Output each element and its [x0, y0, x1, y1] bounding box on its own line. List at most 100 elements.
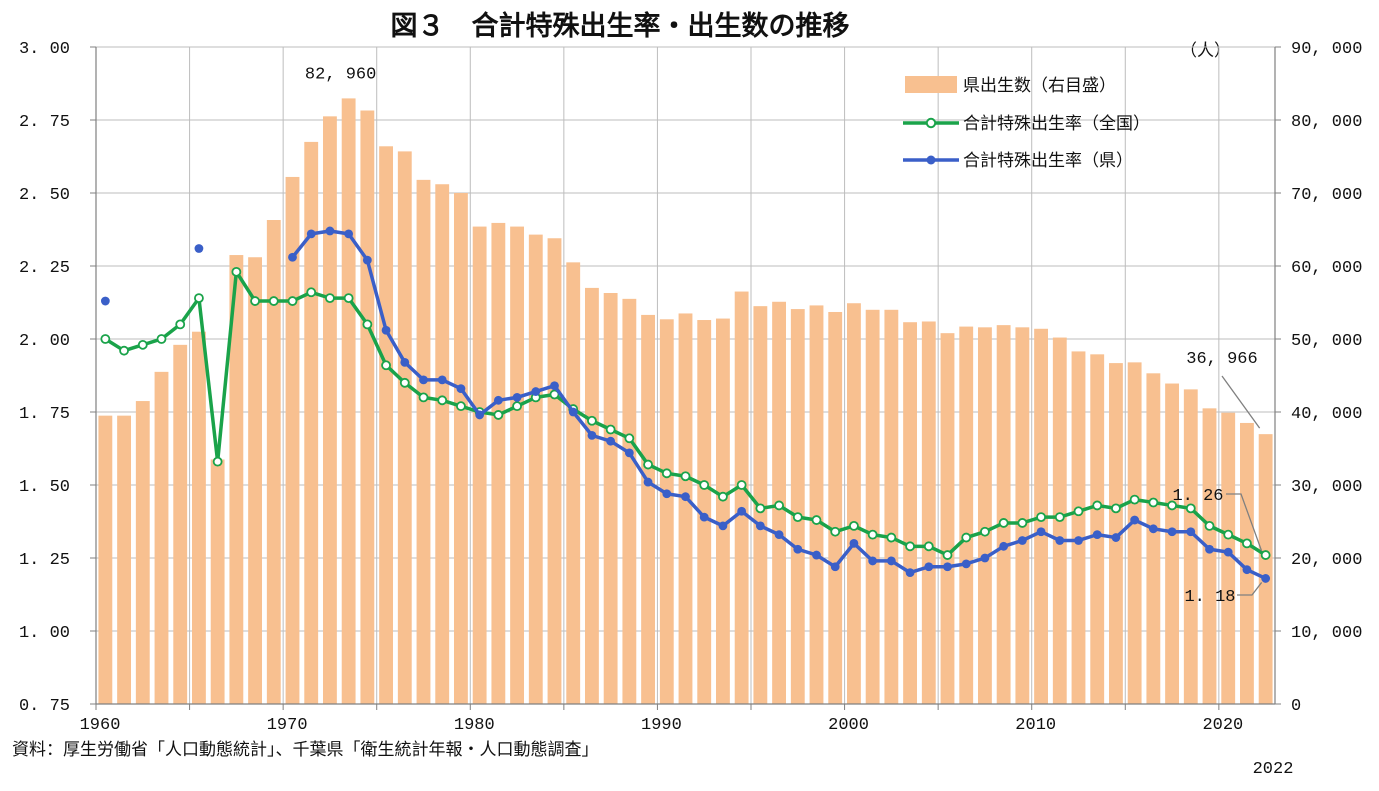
point-1965 — [194, 293, 204, 304]
point-1960 — [100, 296, 110, 306]
point-1992 — [699, 480, 710, 490]
point-2019 — [1205, 544, 1214, 554]
point-2012 — [1074, 536, 1083, 545]
point-1990 — [662, 489, 672, 499]
point-2011 — [1054, 512, 1065, 523]
bar-2008 — [996, 325, 1011, 704]
bar-2009 — [1015, 327, 1030, 704]
point-1972 — [325, 293, 335, 304]
x-tick-label: 1980 — [454, 716, 495, 735]
legend-label-bar: 県出生数（右目盛） — [963, 76, 1116, 96]
point-2022 — [1260, 550, 1271, 560]
bar-1970 — [285, 176, 300, 704]
leader-births — [1221, 375, 1261, 429]
point-1973 — [343, 293, 354, 304]
point-2014 — [1111, 533, 1121, 542]
point-2018 — [1185, 503, 1196, 514]
point-2001 — [867, 529, 878, 540]
point-1975 — [381, 360, 391, 371]
point-1963 — [156, 334, 167, 344]
bar-2018 — [1183, 389, 1198, 704]
point-2006 — [961, 532, 972, 543]
source-note: 資料：厚生労働省「人口動態統計」、千葉県「衛生統計年報・人口動態調査」 — [12, 740, 599, 760]
point-1997 — [793, 544, 803, 554]
leader-prefecture — [1237, 582, 1263, 596]
point-1971 — [306, 229, 316, 239]
point-1986 — [587, 415, 597, 426]
right-tick-label: 90, 000 — [1291, 40, 1362, 59]
point-1987 — [606, 436, 616, 446]
point-1965 — [194, 244, 204, 253]
bar-1998 — [809, 305, 824, 704]
point-1969 — [268, 296, 279, 306]
bar-1967 — [229, 255, 244, 705]
line-series-1 — [100, 226, 1271, 583]
point-2015 — [1129, 494, 1140, 505]
bar-1971 — [304, 141, 319, 704]
point-1977 — [418, 392, 429, 403]
right-tick-label: 70, 000 — [1291, 186, 1362, 205]
point-1974 — [362, 255, 372, 265]
bar-2013 — [1090, 354, 1105, 704]
x-extra-label: 2022 — [1253, 760, 1294, 779]
point-2020 — [1223, 529, 1234, 540]
anno-latest-births: 36, 966 — [1186, 350, 1257, 369]
right-axis-unit: （人） — [1180, 41, 1231, 62]
right-tick-label: 60, 000 — [1291, 259, 1362, 278]
point-1997 — [792, 512, 803, 523]
point-2012 — [1073, 506, 1084, 517]
point-1985 — [568, 407, 578, 417]
point-1981 — [493, 410, 504, 420]
bar-1980 — [472, 226, 487, 704]
point-1994 — [737, 506, 747, 516]
x-tick-label: 2020 — [1202, 716, 1243, 735]
point-2000 — [849, 539, 859, 548]
point-1988 — [624, 448, 634, 458]
point-2010 — [1036, 527, 1046, 537]
chart-title: 図３ 合計特殊出生率・出生数の推移 — [391, 10, 850, 42]
bar-1978 — [435, 184, 450, 705]
point-2013 — [1092, 500, 1103, 511]
bar-1982 — [510, 226, 524, 704]
bar-1962 — [135, 401, 150, 704]
point-2010 — [1036, 512, 1046, 523]
legend-marker-prefecture — [926, 155, 936, 165]
bar-2012 — [1071, 351, 1086, 704]
point-2020 — [1223, 547, 1233, 557]
bar-1976 — [397, 151, 412, 704]
bar-2004 — [921, 321, 936, 704]
axis-tick-labels: 3. 00 2. 75 2. 50 2. 25 2. 00 1. 75 1. 50 1. 25… — [19, 40, 1362, 779]
point-2004 — [923, 541, 934, 552]
x-tick-label: 1990 — [641, 716, 682, 735]
x-tick-label: 1960 — [80, 716, 121, 735]
point-1996 — [774, 530, 784, 540]
bar-1977 — [416, 179, 431, 705]
point-1980 — [475, 410, 485, 420]
bar-2003 — [903, 322, 917, 704]
point-2022 — [1261, 574, 1271, 583]
bar-1973 — [341, 98, 356, 705]
bar-1969 — [266, 220, 281, 704]
bar-2000 — [847, 303, 861, 704]
point-1991 — [681, 492, 690, 502]
bar-1975 — [379, 146, 393, 704]
bar-2017 — [1165, 383, 1179, 704]
left-tick-label: 1. 75 — [19, 405, 70, 424]
legend-marker-national — [925, 117, 937, 129]
point-2006 — [961, 559, 971, 569]
point-2017 — [1167, 527, 1177, 537]
point-1978 — [437, 375, 447, 385]
axes — [90, 46, 1281, 710]
point-2009 — [1017, 536, 1027, 545]
point-1981 — [493, 395, 503, 405]
point-1986 — [587, 430, 597, 440]
bar-1964 — [173, 344, 188, 704]
left-tick-label: 2. 75 — [19, 113, 70, 132]
bar-1990 — [659, 319, 674, 704]
point-2018 — [1186, 527, 1196, 537]
point-2016 — [1148, 524, 1158, 534]
bar-2006 — [959, 326, 974, 704]
bar-1997 — [790, 309, 805, 704]
bar-1972 — [323, 116, 337, 705]
bar-2007 — [978, 327, 992, 704]
